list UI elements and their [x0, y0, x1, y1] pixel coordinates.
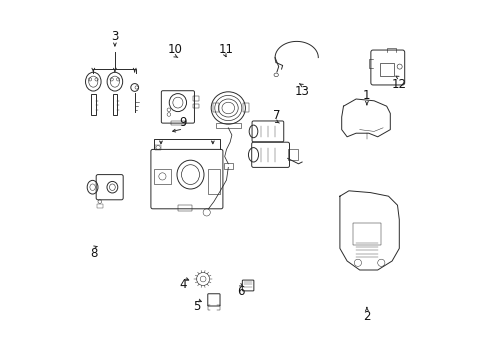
- Bar: [112, 94, 117, 115]
- Text: 2: 2: [363, 310, 370, 323]
- Bar: [193, 104, 199, 108]
- Bar: [91, 94, 95, 115]
- Text: 6: 6: [237, 285, 244, 298]
- Text: 4: 4: [179, 278, 187, 291]
- Bar: [207, 169, 219, 194]
- Bar: [193, 96, 199, 101]
- Bar: [178, 205, 192, 211]
- Bar: [154, 169, 170, 184]
- Text: 10: 10: [167, 43, 183, 56]
- Bar: [170, 121, 185, 125]
- Text: 13: 13: [294, 85, 309, 98]
- Bar: [97, 204, 102, 208]
- Text: 5: 5: [193, 300, 200, 312]
- Text: 9: 9: [179, 116, 187, 129]
- Bar: [224, 163, 232, 169]
- Text: 1: 1: [363, 89, 370, 102]
- Bar: [243, 103, 248, 112]
- Bar: [155, 145, 161, 150]
- Text: 8: 8: [90, 247, 98, 260]
- Bar: [352, 223, 381, 245]
- Bar: [287, 149, 298, 160]
- Text: 11: 11: [218, 43, 233, 56]
- Text: 12: 12: [391, 78, 406, 91]
- Text: 3: 3: [111, 30, 119, 42]
- Text: 7: 7: [273, 109, 280, 122]
- Bar: [213, 103, 218, 112]
- Bar: [379, 63, 393, 76]
- Bar: [215, 123, 241, 128]
